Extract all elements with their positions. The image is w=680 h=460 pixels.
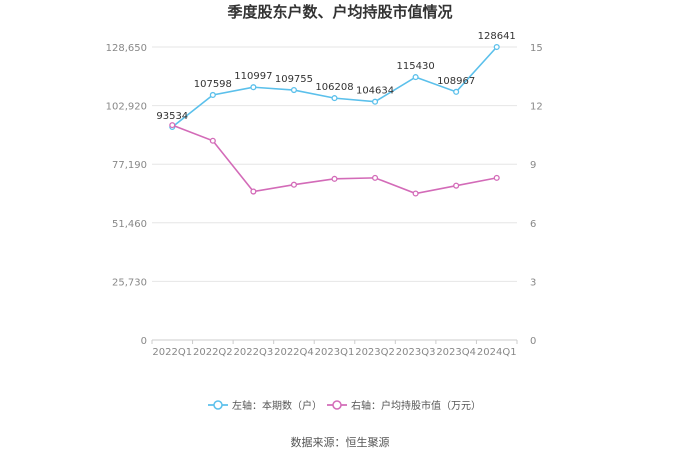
legend-marker-icon	[213, 400, 223, 410]
data-point	[331, 175, 338, 182]
data-point	[250, 188, 257, 195]
data-label: 110997	[234, 71, 272, 82]
data-label: 128641	[478, 31, 516, 42]
y-right-tick-label: 12	[530, 102, 543, 113]
x-tick-label: 2022Q3	[234, 347, 274, 358]
data-point	[493, 174, 500, 181]
y-left-tick-label: 77,190	[112, 160, 147, 171]
y-left-tick-label: 0	[141, 336, 147, 347]
data-point	[290, 181, 297, 188]
y-left-tick-label: 25,730	[112, 277, 147, 288]
y-right-tick-label: 0	[530, 336, 536, 347]
series	[169, 43, 500, 197]
data-label: 109755	[275, 74, 313, 85]
y-left-tick-label: 102,920	[106, 102, 147, 113]
y-right-tick-label: 6	[530, 219, 536, 230]
data-label: 106208	[315, 82, 353, 93]
x-tick-label: 2023Q4	[436, 347, 476, 358]
data-label: 107598	[194, 79, 232, 90]
legend-item-left[interactable]: 左轴：本期数（户）	[208, 399, 322, 412]
data-point	[209, 91, 216, 98]
y-right-tick-label: 9	[530, 160, 536, 171]
axes: 0 0 25,730 3 51,460 6 77,190 9 102,920 12 128,650 1…	[106, 43, 543, 358]
x-tick-label: 2022Q4	[274, 347, 314, 358]
data-label: 104634	[356, 86, 394, 97]
y-right-tick-label: 15	[530, 43, 543, 54]
legend-marker-icon	[332, 400, 342, 410]
data-point	[250, 84, 257, 91]
legend-label: 右轴：户均持股市值（万元）	[351, 399, 481, 412]
y-left-tick-label: 51,460	[112, 219, 147, 230]
x-tick-label: 2023Q1	[315, 347, 355, 358]
data-point	[453, 182, 460, 189]
data-point	[493, 43, 500, 51]
x-tick-label: 2023Q3	[396, 347, 436, 358]
data-label: 115430	[397, 61, 435, 72]
data-point	[412, 74, 419, 81]
data-point	[412, 190, 419, 197]
data-point	[209, 137, 216, 144]
x-tick-label: 2022Q1	[152, 347, 192, 358]
data-point	[453, 88, 460, 95]
y-right-tick-label: 3	[530, 277, 536, 288]
x-tick-label: 2023Q2	[355, 347, 395, 358]
data-point	[331, 95, 338, 102]
data-point	[290, 86, 297, 94]
series-line-right	[171, 124, 497, 195]
data-point	[372, 98, 379, 105]
legend[interactable]: 左轴：本期数（户） 右轴：户均持股市值（万元）	[208, 399, 481, 412]
data-point	[372, 174, 379, 181]
data-label: 108967	[437, 76, 475, 87]
legend-label: 左轴：本期数（户）	[232, 399, 322, 412]
y-left-tick-label: 128,650	[106, 43, 147, 54]
chart-title: 季度股东户数、户均持股市值情况	[227, 3, 452, 21]
data-point	[169, 122, 176, 129]
legend-item-right[interactable]: 右轴：户均持股市值（万元）	[327, 399, 481, 412]
grid	[152, 46, 517, 282]
source-note: 数据来源：恒生聚源	[291, 435, 390, 449]
data-label: 93534	[156, 111, 188, 122]
x-tick-label: 2024Q1	[477, 347, 517, 358]
x-tick-label: 2022Q2	[193, 347, 233, 358]
